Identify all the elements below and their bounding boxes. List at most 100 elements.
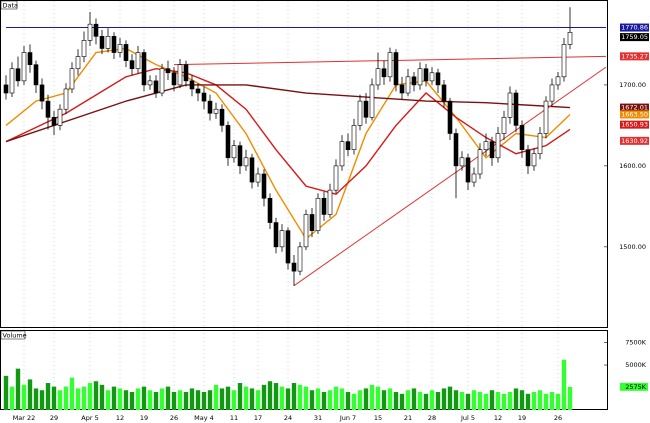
volume-bar	[399, 393, 405, 410]
volume-bar	[21, 384, 27, 410]
volume-bar	[273, 383, 279, 410]
candle-body	[519, 125, 525, 150]
candle-body	[249, 157, 255, 183]
candle-body	[435, 72, 441, 86]
candle-body	[33, 64, 39, 86]
candle-body	[93, 23, 99, 37]
candle-body	[309, 214, 315, 231]
volume-bar	[519, 390, 525, 410]
volume-bar	[201, 392, 207, 410]
volume-title: Volume	[3, 332, 27, 340]
price-label: 1759.05	[621, 33, 648, 41]
volume-bar	[561, 359, 567, 410]
candle-body	[483, 141, 489, 150]
volume-bar	[429, 390, 435, 410]
candle-body	[345, 141, 351, 150]
volume-bar	[159, 388, 165, 410]
volume-bar	[495, 392, 501, 410]
volume-bar	[363, 388, 369, 410]
price-label: 1770.86	[621, 24, 648, 32]
volume-bar	[105, 390, 111, 410]
volume-bar	[543, 393, 549, 410]
volume-tick-label: 5000K	[625, 361, 647, 369]
volume-bar	[525, 393, 531, 410]
candle-body	[99, 36, 105, 49]
volume-bar	[261, 384, 267, 410]
panel-title: Data	[3, 2, 19, 10]
x-tick-label: 15	[374, 414, 382, 422]
volume-bar	[123, 390, 129, 410]
candle-body	[297, 246, 303, 272]
candle-body	[399, 84, 405, 94]
candle-body	[111, 36, 117, 53]
candle-body	[333, 165, 339, 191]
candle-body	[9, 68, 15, 94]
candle-body	[279, 230, 285, 248]
candle-body	[291, 262, 297, 272]
price-label-box	[620, 23, 649, 32]
candle-body	[273, 222, 279, 248]
candle-body	[207, 100, 213, 114]
candle-body	[219, 108, 225, 126]
candle-body	[489, 141, 495, 159]
candle-body	[549, 84, 555, 102]
x-tick-label: Jun 7	[339, 414, 356, 422]
volume-bar	[315, 388, 321, 410]
volume-bar	[165, 386, 171, 410]
volume-bar	[369, 384, 375, 410]
candle-body	[327, 189, 333, 215]
volume-bar	[135, 388, 141, 410]
candle-body	[411, 76, 417, 86]
candle-body	[105, 36, 111, 49]
x-tick-label: 26	[554, 414, 562, 422]
candle-body	[69, 68, 75, 90]
candle-body	[507, 92, 513, 118]
volume-bar	[453, 390, 459, 410]
volume-bar	[279, 386, 285, 410]
y-tick-label: 1500.00	[619, 243, 646, 251]
x-tick-label: 19	[140, 414, 148, 422]
candle-body	[417, 68, 423, 86]
volume-bar	[507, 392, 513, 410]
candle-body	[189, 80, 195, 90]
volume-bar	[189, 388, 195, 410]
volume-bar	[171, 392, 177, 410]
volume-bar	[93, 381, 99, 410]
volume-bar	[465, 393, 471, 410]
volume-bar	[375, 386, 381, 410]
volume-bar	[255, 390, 261, 410]
candle-body	[195, 88, 201, 94]
volume-bar	[297, 384, 303, 410]
volume-bar	[33, 388, 39, 410]
candle-body	[429, 72, 435, 82]
volume-bar	[153, 392, 159, 410]
price-label-box	[620, 110, 649, 119]
candle-body	[513, 92, 519, 126]
price-label: 1663.50	[621, 110, 648, 118]
volume-bar	[345, 392, 351, 410]
volume-bar	[39, 390, 45, 410]
volume-bar	[27, 379, 33, 410]
x-tick-label: May 4	[194, 414, 214, 422]
price-label-box	[620, 33, 649, 42]
volume-bar	[81, 386, 87, 410]
candle-body	[423, 68, 429, 82]
candle-body	[369, 84, 375, 118]
x-tick-label: 17	[254, 414, 262, 422]
volume-bar	[45, 383, 51, 410]
candle-body	[381, 68, 387, 78]
volume-bar	[225, 386, 231, 410]
candle-body	[255, 173, 261, 183]
candle-body	[387, 52, 393, 78]
candle-body	[183, 64, 189, 82]
volume-bar	[141, 386, 147, 410]
candle-body	[27, 52, 33, 65]
candle-body	[471, 173, 477, 183]
price-label-box	[620, 52, 649, 61]
candle-body	[267, 197, 273, 223]
volume-bar	[405, 390, 411, 410]
volume-bar	[285, 388, 291, 410]
candle-body	[159, 68, 165, 94]
candle-body	[51, 117, 57, 126]
volume-bar	[567, 386, 573, 410]
